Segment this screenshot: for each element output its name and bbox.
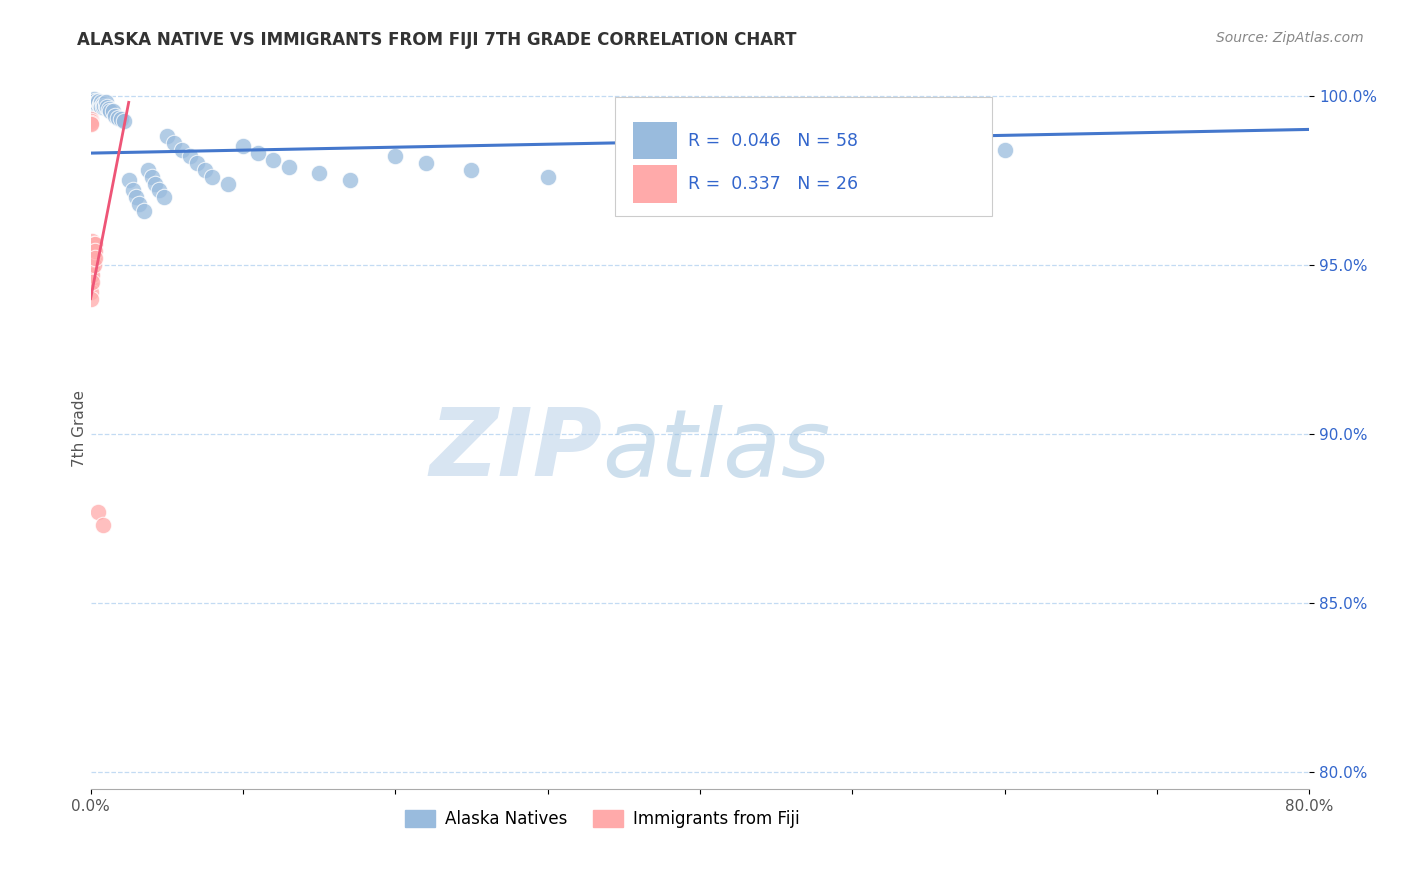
Point xyxy=(83,244,105,259)
Point xyxy=(91,518,114,533)
Point xyxy=(83,258,105,272)
Point xyxy=(201,169,224,184)
Point xyxy=(103,103,125,118)
FancyBboxPatch shape xyxy=(614,97,993,216)
Point xyxy=(841,153,863,167)
Point xyxy=(138,163,160,178)
Point xyxy=(89,97,111,112)
Point xyxy=(87,95,110,110)
FancyBboxPatch shape xyxy=(633,165,676,202)
Point xyxy=(152,190,174,204)
Point xyxy=(765,146,787,161)
Point xyxy=(82,95,104,110)
Point xyxy=(80,285,103,299)
Point xyxy=(83,251,105,265)
Point xyxy=(194,163,217,178)
Point xyxy=(132,203,155,218)
Point xyxy=(536,169,558,184)
Point xyxy=(993,143,1015,157)
Point xyxy=(163,136,186,150)
Point xyxy=(186,156,208,170)
Point xyxy=(262,153,284,167)
Point xyxy=(415,156,437,170)
Point xyxy=(91,97,114,112)
Point xyxy=(613,177,636,191)
Point xyxy=(84,251,107,265)
Point xyxy=(90,100,112,114)
Point xyxy=(82,268,104,282)
Point xyxy=(384,149,406,163)
Point xyxy=(80,258,103,272)
Point xyxy=(82,234,104,248)
Y-axis label: 7th Grade: 7th Grade xyxy=(72,391,87,467)
Point xyxy=(80,292,103,306)
Point xyxy=(97,102,120,116)
Point xyxy=(86,97,108,112)
Point xyxy=(339,173,361,187)
Point xyxy=(91,100,114,114)
Point xyxy=(308,166,330,180)
Point xyxy=(84,237,107,252)
Point xyxy=(84,94,107,108)
Point xyxy=(689,139,711,153)
Point xyxy=(84,99,107,113)
Text: ALASKA NATIVE VS IMMIGRANTS FROM FIJI 7TH GRADE CORRELATION CHART: ALASKA NATIVE VS IMMIGRANTS FROM FIJI 7T… xyxy=(77,31,797,49)
Point xyxy=(83,237,105,252)
Text: Source: ZipAtlas.com: Source: ZipAtlas.com xyxy=(1216,31,1364,45)
Point xyxy=(156,129,179,144)
Point xyxy=(128,197,150,211)
Point xyxy=(96,100,118,114)
Point xyxy=(460,163,482,178)
Point xyxy=(170,143,193,157)
Point xyxy=(80,278,103,293)
Point xyxy=(82,261,104,276)
Point xyxy=(94,95,117,110)
Point xyxy=(94,99,117,113)
Point xyxy=(247,146,270,161)
Point xyxy=(83,92,105,106)
Point xyxy=(84,244,107,259)
Text: R =  0.337   N = 26: R = 0.337 N = 26 xyxy=(688,175,858,193)
Point xyxy=(90,95,112,110)
Point xyxy=(80,117,103,131)
Point xyxy=(118,173,141,187)
Point xyxy=(87,505,110,519)
Point xyxy=(107,111,129,125)
Point xyxy=(141,169,163,184)
Text: atlas: atlas xyxy=(602,405,831,496)
Point xyxy=(80,114,103,128)
Point xyxy=(80,264,103,278)
Point xyxy=(110,112,132,127)
Point xyxy=(104,109,127,123)
Point xyxy=(100,103,122,118)
Point xyxy=(112,114,135,128)
Point xyxy=(217,177,239,191)
Point xyxy=(80,112,103,127)
Point xyxy=(82,247,104,261)
Point xyxy=(82,241,104,255)
Point xyxy=(232,139,254,153)
Point xyxy=(86,95,108,110)
Point xyxy=(122,183,145,197)
Point xyxy=(80,116,103,130)
Text: R =  0.046   N = 58: R = 0.046 N = 58 xyxy=(688,132,858,150)
FancyBboxPatch shape xyxy=(633,122,676,160)
Point xyxy=(80,271,103,285)
Point xyxy=(125,190,148,204)
Point xyxy=(143,177,166,191)
Point xyxy=(89,99,111,113)
Point xyxy=(82,254,104,268)
Legend: Alaska Natives, Immigrants from Fiji: Alaska Natives, Immigrants from Fiji xyxy=(399,804,806,835)
Point xyxy=(82,275,104,289)
Point xyxy=(87,94,110,108)
Text: ZIP: ZIP xyxy=(430,404,602,497)
Point xyxy=(179,149,201,163)
Point xyxy=(277,160,299,174)
Point xyxy=(148,183,170,197)
Point xyxy=(93,99,115,113)
